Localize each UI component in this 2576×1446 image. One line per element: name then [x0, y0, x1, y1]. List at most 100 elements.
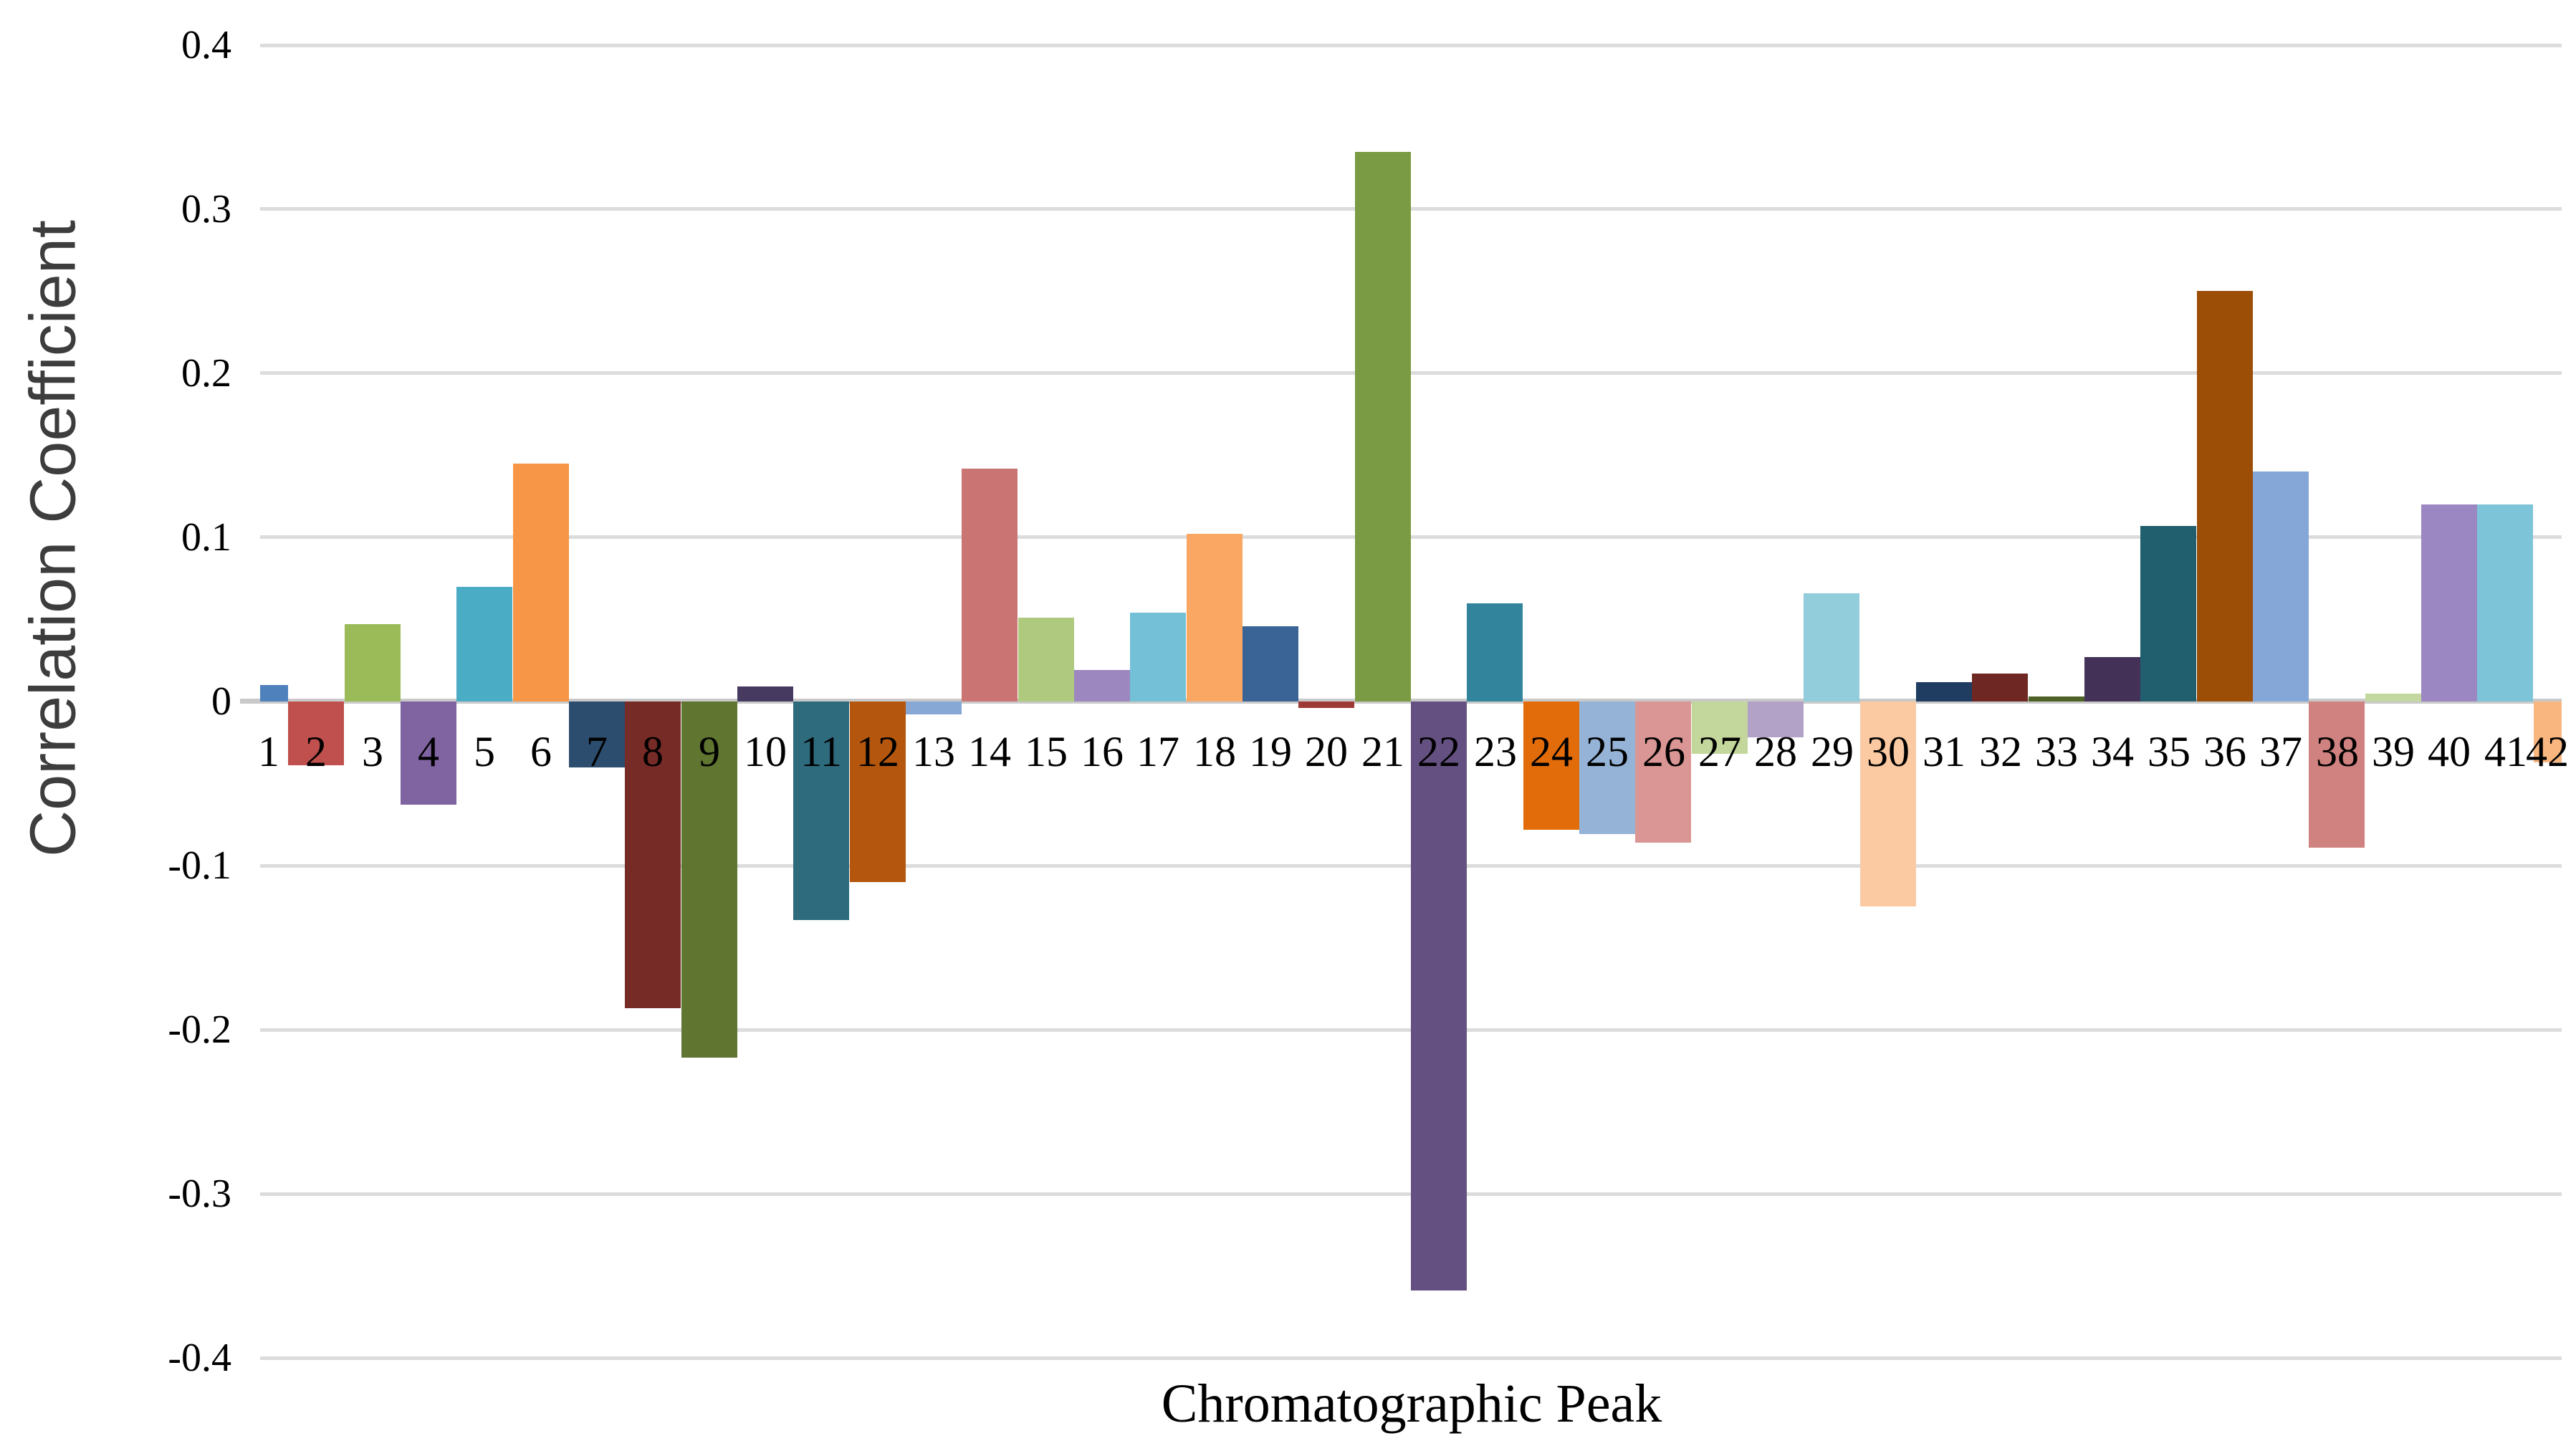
bar-peak-32 [1972, 674, 2028, 702]
x-tick-label-24: 24 [1530, 728, 1573, 775]
bar-peak-26 [1635, 702, 1691, 843]
bar-peak-37 [2253, 471, 2309, 702]
bar-peak-40 [2421, 504, 2477, 702]
bar-peak-12 [850, 702, 906, 882]
bar-peak-11 [793, 702, 849, 920]
bar-peak-41 [2477, 504, 2533, 702]
gridline-y-0.1 [260, 535, 2562, 539]
bar-peak-27 [1692, 702, 1748, 754]
bar-peak-36 [2197, 291, 2253, 702]
bar-peak-18 [1187, 534, 1242, 702]
bar-peak-23 [1467, 603, 1523, 702]
bar-peak-25 [1579, 702, 1635, 834]
gridline-y--0.4 [260, 1356, 2562, 1360]
x-tick-label-32: 32 [1979, 728, 2022, 775]
x-tick-label-12: 12 [856, 728, 899, 775]
bar-peak-20 [1298, 702, 1354, 708]
x-tick-label-6: 6 [530, 728, 552, 775]
bar-peak-9 [681, 702, 737, 1058]
bar-peak-8 [625, 702, 681, 1008]
bar-peak-29 [1804, 593, 1859, 702]
bar-peak-13 [906, 702, 962, 714]
x-tick-label-10: 10 [744, 728, 787, 775]
x-tick-label-18: 18 [1193, 728, 1236, 775]
y-tick-label-0.1: 0.1 [181, 515, 231, 560]
x-tick-label-19: 19 [1249, 728, 1292, 775]
bar-peak-30 [1860, 702, 1916, 906]
y-tick-label-0.2: 0.2 [181, 351, 231, 396]
y-tick-label--0.4: -0.4 [168, 1336, 231, 1380]
gridline-y-0.3 [260, 207, 2562, 211]
x-tick-label-25: 25 [1586, 728, 1629, 775]
x-tick-label-33: 33 [2035, 728, 2078, 775]
bar-peak-31 [1916, 682, 1972, 702]
bar-peak-34 [2084, 657, 2140, 702]
x-tick-label-2: 2 [305, 728, 327, 775]
x-tick-label-21: 21 [1361, 728, 1404, 775]
x-tick-label-26: 26 [1642, 728, 1685, 775]
gridline-y-0.4 [260, 44, 2562, 47]
x-tick-label-15: 15 [1025, 728, 1068, 775]
x-tick-label-29: 29 [1811, 728, 1854, 775]
x-tick-label-11: 11 [800, 728, 842, 775]
x-tick-label-34: 34 [2091, 728, 2134, 775]
x-tick-label-30: 30 [1867, 728, 1910, 775]
x-tick-label-8: 8 [642, 728, 664, 775]
gridline-y-0.2 [260, 371, 2562, 375]
bar-peak-2 [288, 702, 344, 765]
bar-peak-35 [2140, 526, 2196, 702]
x-tick-label-16: 16 [1081, 728, 1124, 775]
bar-peak-38 [2309, 702, 2365, 848]
y-tick-label--0.3: -0.3 [168, 1172, 231, 1216]
y-tick-label--0.2: -0.2 [168, 1007, 231, 1052]
x-tick-label-36: 36 [2203, 728, 2246, 775]
y-tick-label-0: 0 [211, 679, 231, 724]
x-tick-label-4: 4 [418, 728, 439, 775]
bar-peak-14 [962, 469, 1018, 702]
x-tick-label-39: 39 [2372, 728, 2415, 775]
x-tick-label-5: 5 [474, 728, 495, 775]
x-tick-label-20: 20 [1305, 728, 1348, 775]
x-tick-label-17: 17 [1136, 728, 1179, 775]
bar-peak-19 [1242, 626, 1298, 702]
bar-peak-24 [1523, 702, 1579, 830]
x-tick-label-40: 40 [2428, 728, 2471, 775]
bar-peak-3 [345, 624, 401, 702]
x-tick-label-42: 42 [2526, 728, 2569, 775]
bar-peak-5 [456, 587, 512, 702]
bar-peak-21 [1355, 152, 1411, 702]
x-tick-label-38: 38 [2316, 728, 2359, 775]
bar-peak-39 [2365, 694, 2421, 702]
x-tick-label-35: 35 [2148, 728, 2190, 775]
bar-peak-7 [569, 702, 625, 767]
x-tick-label-7: 7 [586, 728, 608, 775]
x-tick-label-9: 9 [699, 728, 720, 775]
bar-peak-17 [1130, 613, 1186, 702]
x-tick-label-13: 13 [912, 728, 955, 775]
x-tick-label-41: 41 [2484, 728, 2527, 775]
bar-peak-16 [1074, 670, 1130, 702]
y-tick-label--0.1: -0.1 [168, 843, 231, 888]
bar-peak-15 [1018, 618, 1074, 702]
x-tick-label-3: 3 [362, 728, 383, 775]
y-tick-label-0.4: 0.4 [181, 23, 231, 67]
bar-peak-22 [1411, 702, 1467, 1291]
bar-peak-42 [2534, 702, 2562, 762]
x-tick-label-22: 22 [1417, 728, 1460, 775]
bar-peak-28 [1748, 702, 1804, 737]
x-tick-label-14: 14 [968, 728, 1011, 775]
y-axis-title: Correlation Coefficient [17, 220, 90, 857]
x-tick-label-1: 1 [258, 728, 279, 775]
bar-peak-4 [401, 702, 456, 805]
x-tick-label-23: 23 [1474, 728, 1517, 775]
x-tick-label-28: 28 [1754, 728, 1797, 775]
bar-peak-6 [513, 464, 569, 702]
y-tick-label-0.3: 0.3 [181, 187, 231, 231]
x-tick-label-27: 27 [1698, 728, 1741, 775]
bar-peak-1 [260, 685, 288, 702]
bar-peak-10 [737, 686, 793, 702]
x-tick-label-31: 31 [1923, 728, 1965, 775]
bar-peak-33 [2029, 696, 2084, 702]
